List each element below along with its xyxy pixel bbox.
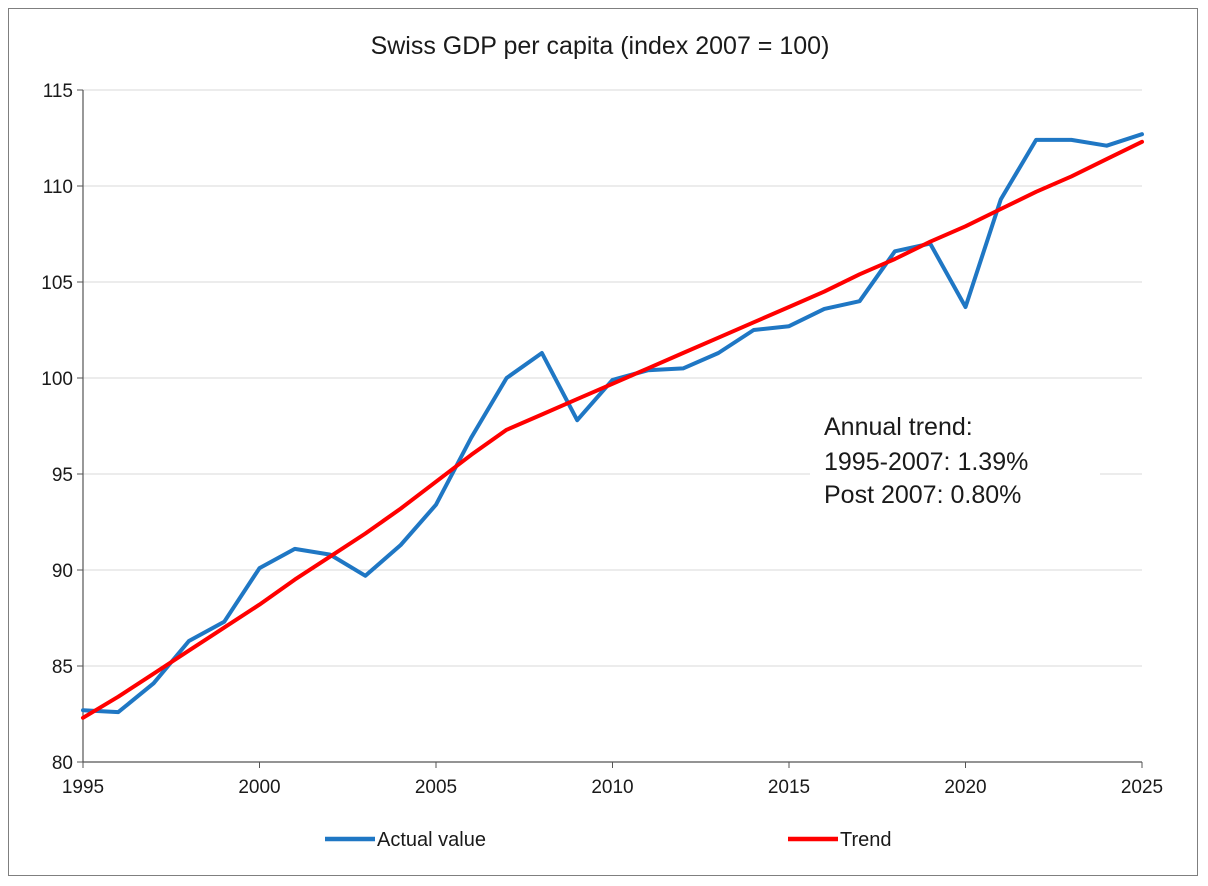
x-tick-label-2025: 2025 [1121, 777, 1163, 798]
series-line-actual-value [81, 132, 1144, 715]
series-lines [81, 132, 1144, 720]
legend-label-trend: Trend [840, 829, 892, 851]
series-line-trend [81, 139, 1144, 720]
x-tick-label-2015: 2015 [768, 777, 810, 798]
x-tick-label-2010: 2010 [591, 777, 633, 798]
y-tick-label-90: 90 [52, 561, 73, 582]
trend-annotation: Annual trend: 1995-2007: 1.39% Post 2007… [810, 404, 1100, 516]
legend-label-actual-value: Actual value [377, 829, 486, 851]
y-tick-label-110: 110 [43, 177, 73, 198]
x-tick-label-2000: 2000 [238, 777, 280, 798]
y-tick-label-115: 115 [43, 81, 73, 102]
y-tick-label-105: 105 [41, 273, 73, 294]
x-tick-label-2020: 2020 [944, 777, 986, 798]
y-tick-label-100: 100 [41, 369, 73, 390]
annotation-line-1: Annual trend: [824, 413, 973, 441]
annotation-line-3: Post 2007: 0.80% [824, 481, 1021, 509]
x-tick-label-2005: 2005 [415, 777, 457, 798]
y-tick-label-85: 85 [52, 657, 73, 678]
y-tick-label-80: 80 [52, 753, 73, 774]
chart-title: Swiss GDP per capita (index 2007 = 100) [371, 32, 830, 60]
y-axis-tick-labels: 80 85 90 95 100 105 110 115 [41, 81, 83, 774]
x-axis-tick-labels: 1995 2000 2005 2010 2015 2020 2025 [62, 762, 1163, 798]
legend: Actual value Trend [325, 829, 892, 851]
annotation-background [810, 404, 1100, 516]
x-tick-label-1995: 1995 [62, 777, 104, 798]
annotation-line-2: 1995-2007: 1.39% [824, 448, 1028, 476]
y-tick-label-95: 95 [52, 465, 73, 486]
